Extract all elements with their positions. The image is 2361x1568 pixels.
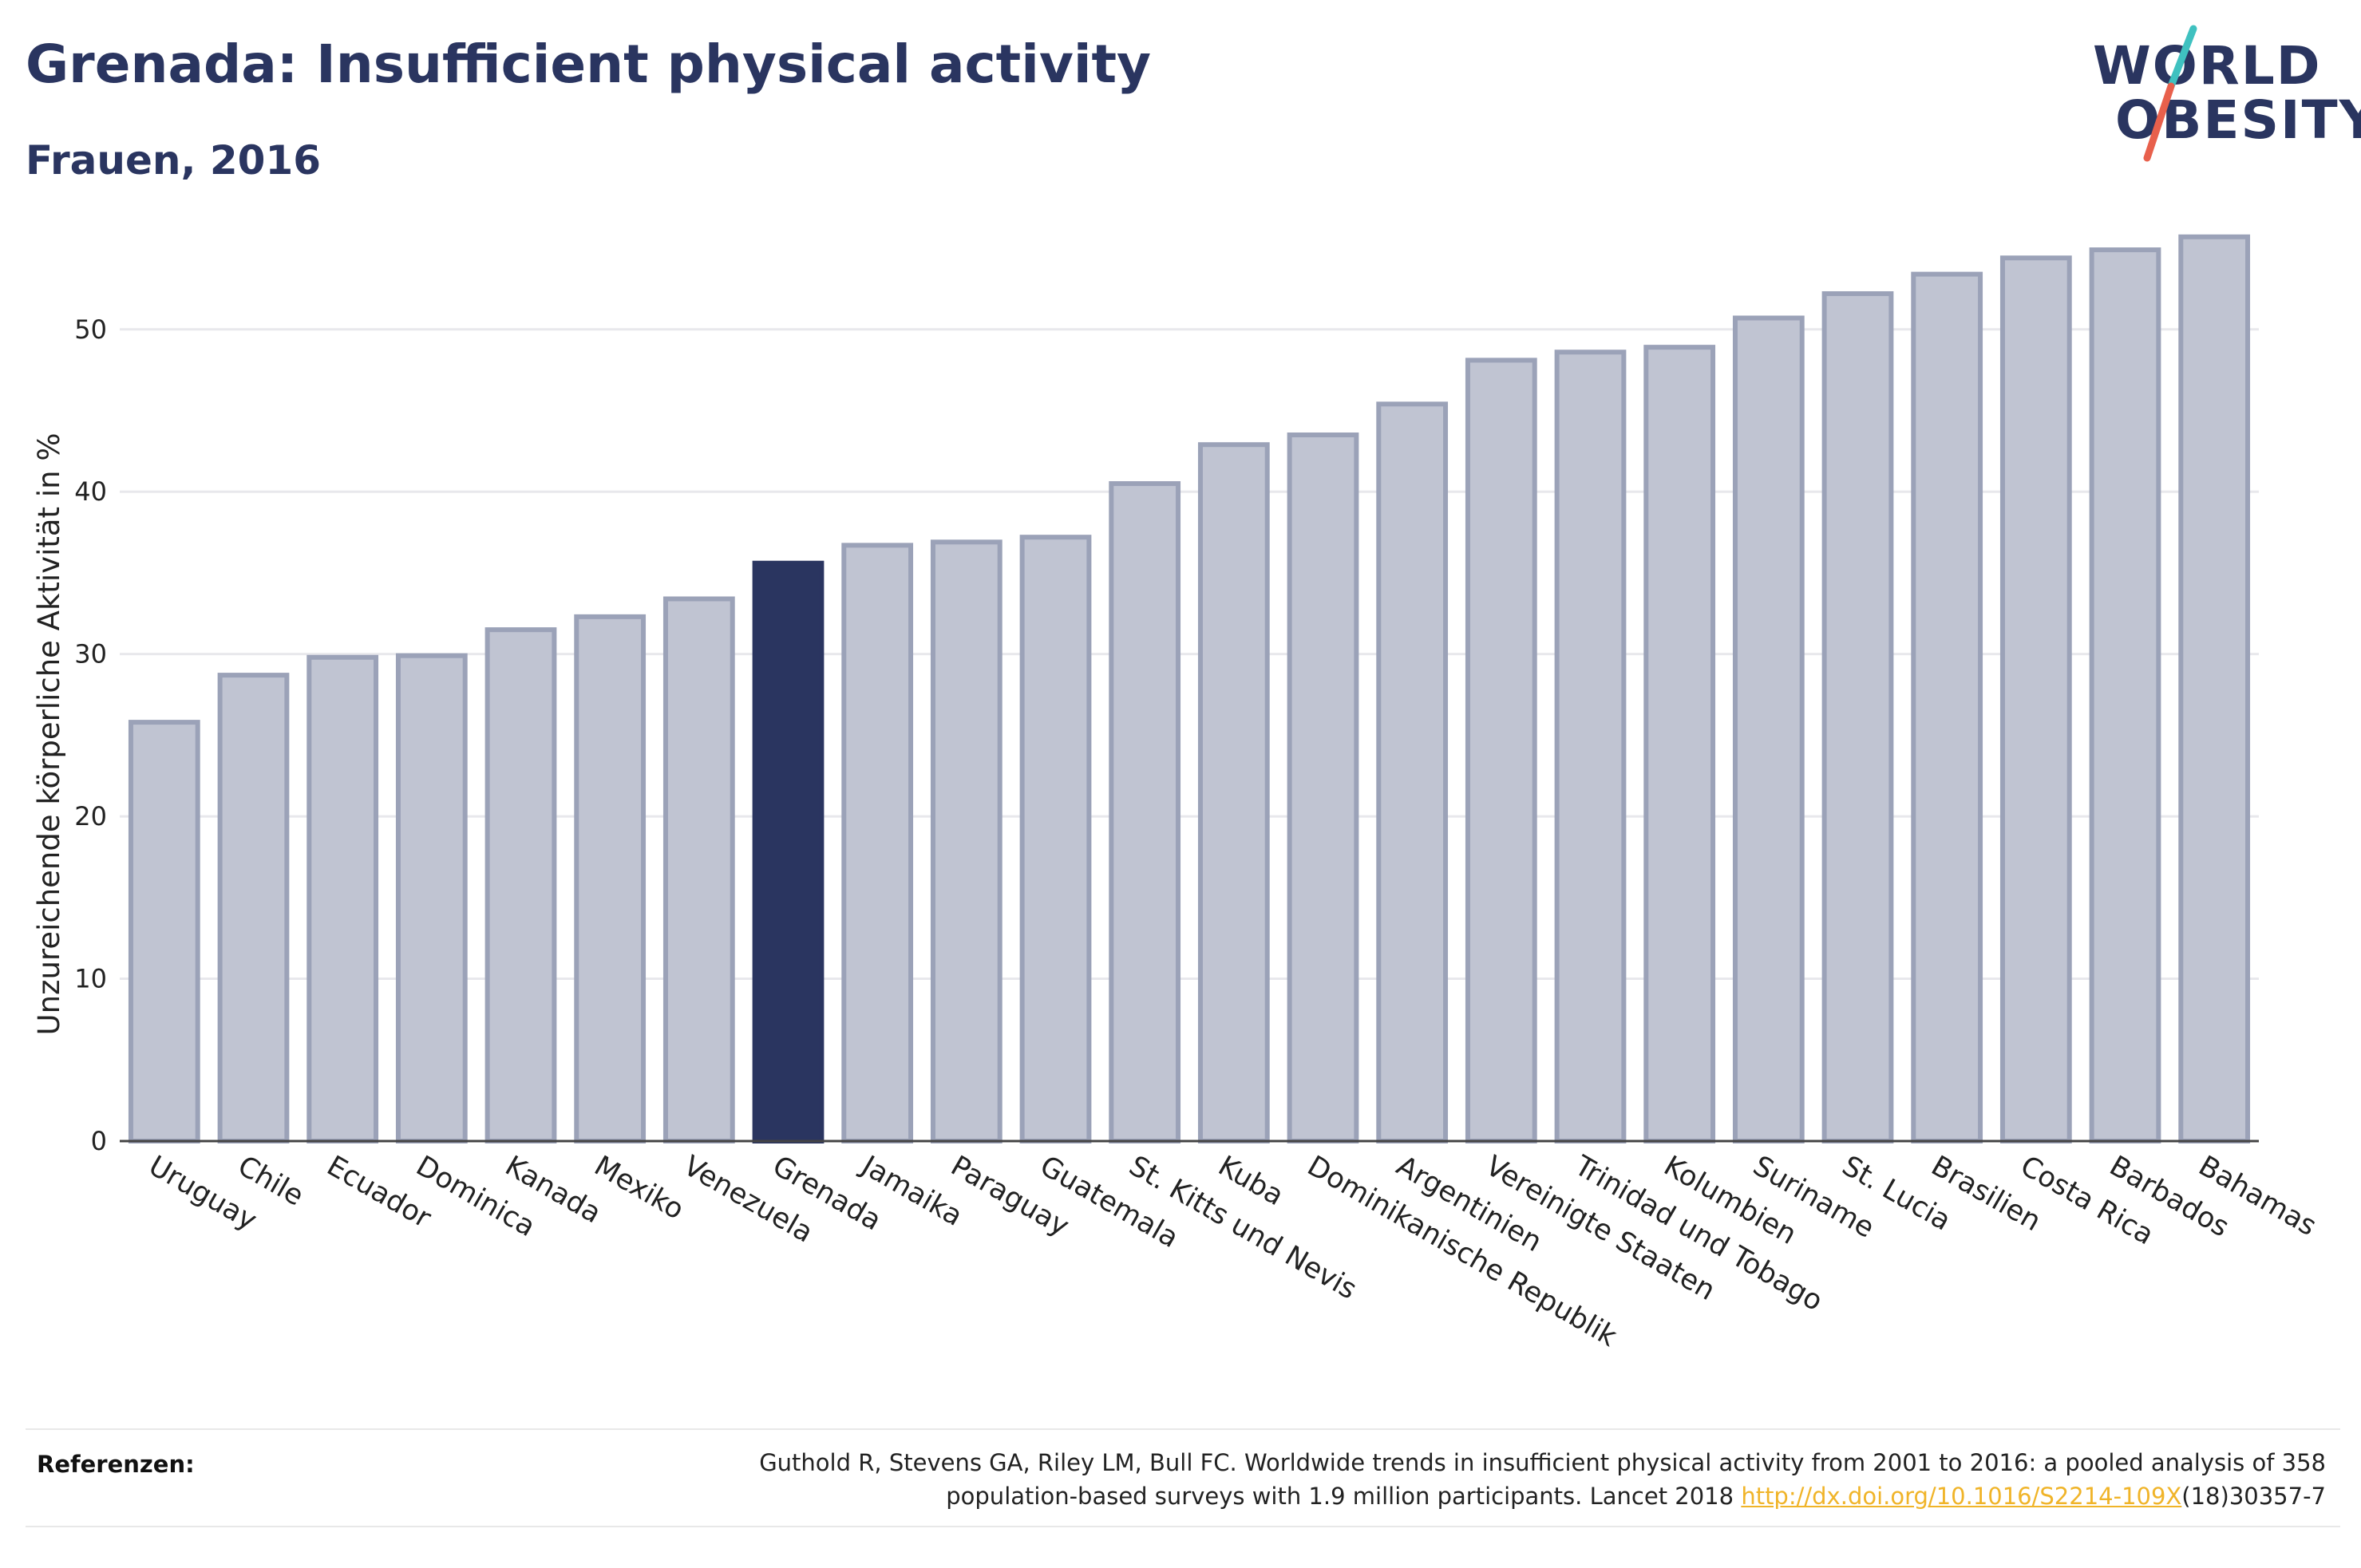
bar-dominikanische-republik [1287,432,1359,1143]
grid-lines [120,328,2259,981]
bar-grenada [752,560,825,1144]
bar-vereinigte-staaten [1465,357,1537,1143]
references-text: Guthold R, Stevens GA, Riley LM, Bull FC… [490,1446,2326,1513]
bars [128,234,2251,1144]
bar-venezuela [662,596,735,1143]
bar-guatemala [1019,535,1092,1143]
chart-subtitle: Frauen, 2016 [26,137,322,184]
bar-ecuador [306,654,379,1143]
bar-uruguay [128,720,200,1143]
references-divider-bottom [26,1526,2340,1527]
x-tick-label: Mexiko [589,1150,690,1226]
bar-jamaika [841,543,914,1143]
reference-line-2: population-based surveys with 1.9 millio… [946,1483,1742,1510]
y-tick-label: 10 [74,964,107,994]
bar-kuba [1197,442,1270,1143]
world-obesity-logo: WORLD OBESITY [2075,24,2361,176]
bar-barbados [2089,247,2161,1143]
y-axis-label: Unzureichende körperliche Aktivität in % [32,433,66,1036]
bar-suriname [1732,315,1805,1144]
y-tick-label: 50 [74,314,107,345]
bar-argentinien [1376,401,1449,1143]
bar-trinidad-und-tobago [1554,350,1627,1143]
bar-bahamas [2178,234,2251,1144]
y-tick-label: 0 [91,1126,107,1156]
chart-title: Grenada: Insufficient physical activity [26,34,1152,95]
logo-word-world: WORLD [2093,35,2322,97]
reference-line-2-end: (18)30357-7 [2181,1483,2326,1510]
bar-kanada [484,627,557,1143]
doi-link[interactable]: http://dx.doi.org/10.1016/S2214-109X [1741,1483,2182,1510]
y-tick-label: 30 [74,639,107,669]
y-tick-label: 20 [74,801,107,831]
bar-paraguay [930,539,1003,1143]
bar-st-lucia [1821,291,1894,1143]
bar-st-kitts-und-nevis [1109,481,1181,1143]
reference-line-1: Guthold R, Stevens GA, Riley LM, Bull FC… [759,1449,2326,1476]
bar-dominica [395,653,468,1143]
references-divider-top [26,1428,2340,1430]
bar-mexiko [574,614,647,1143]
bar-chile [217,673,290,1143]
logo-slash-icon [2143,25,2197,162]
bar-costa-rica [1999,255,2072,1144]
y-tick-label: 40 [74,476,107,507]
y-axis: 0 10 20 30 40 50 [74,314,107,1156]
bar-kolumbien [1643,345,1716,1143]
bar-brasilien [1911,271,1983,1144]
references-label: Referenzen: [37,1451,195,1478]
